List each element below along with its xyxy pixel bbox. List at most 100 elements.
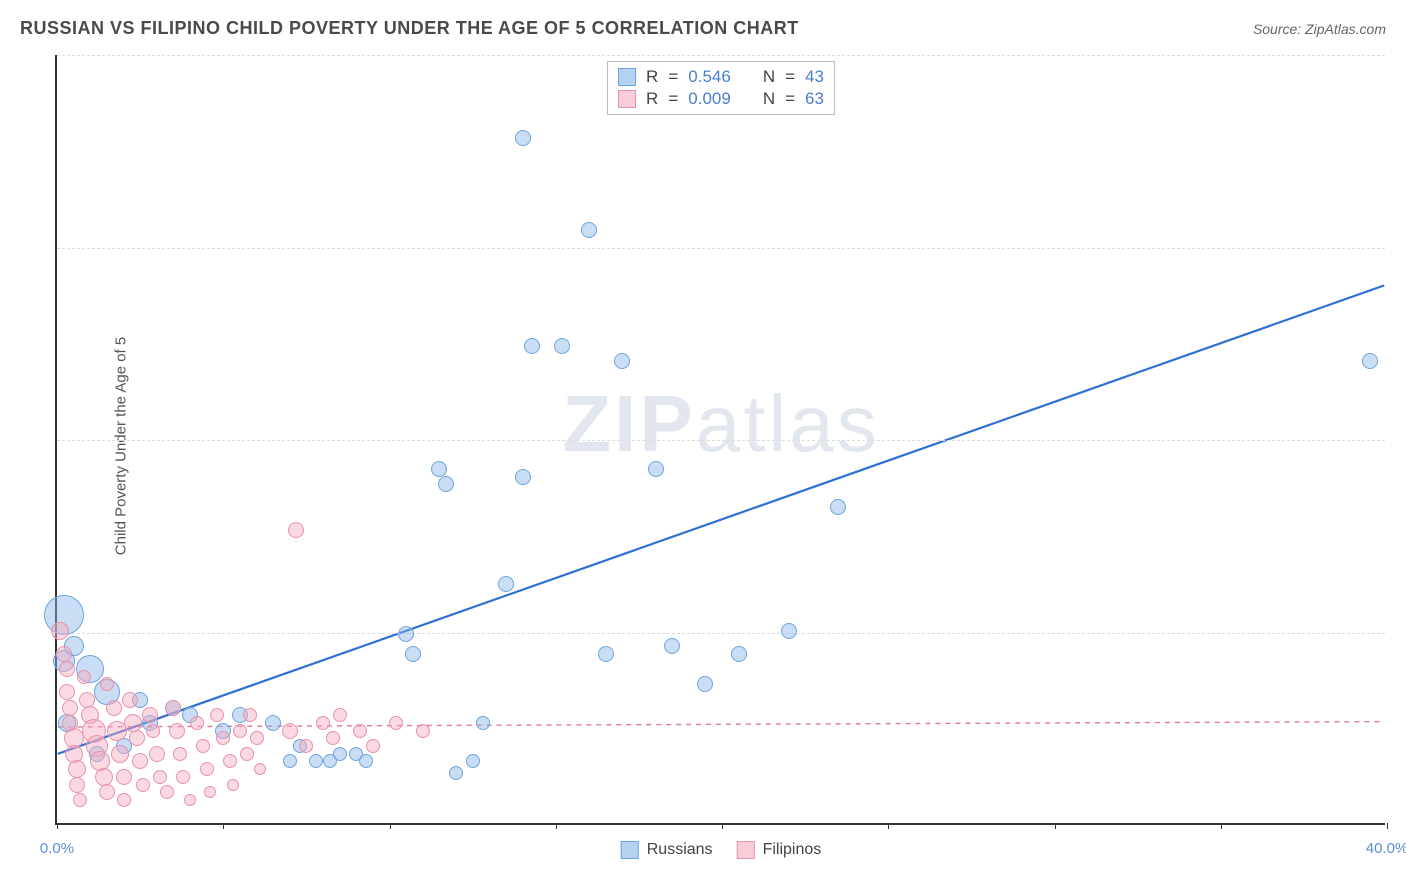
data-point-russians xyxy=(476,716,490,730)
data-point-filipinos xyxy=(243,708,257,722)
data-point-russians xyxy=(265,715,281,731)
data-point-filipinos xyxy=(59,661,75,677)
data-point-filipinos xyxy=(59,684,75,700)
data-point-filipinos xyxy=(68,760,86,778)
stat-n-value-filipinos: 63 xyxy=(805,89,824,109)
data-point-filipinos xyxy=(190,716,204,730)
data-point-filipinos xyxy=(333,708,347,722)
data-point-russians xyxy=(1362,353,1378,369)
x-tick-mark xyxy=(57,823,58,829)
stat-r-label: R xyxy=(646,89,658,109)
trendlines-layer xyxy=(57,55,1385,823)
legend-item-filipinos: Filipinos xyxy=(737,841,822,859)
trendline-russians xyxy=(58,285,1385,753)
data-point-russians xyxy=(438,476,454,492)
gridline-h xyxy=(57,248,1385,249)
data-point-filipinos xyxy=(73,793,87,807)
data-point-filipinos xyxy=(282,723,298,739)
data-point-filipinos xyxy=(149,746,165,762)
data-point-filipinos xyxy=(184,794,196,806)
data-point-filipinos xyxy=(99,784,115,800)
data-point-filipinos xyxy=(165,700,181,716)
source-attribution: Source: ZipAtlas.com xyxy=(1253,21,1386,37)
swatch-russians-icon xyxy=(621,841,639,859)
header: RUSSIAN VS FILIPINO CHILD POVERTY UNDER … xyxy=(20,18,1386,39)
equals-sign: = xyxy=(785,67,795,87)
data-point-russians xyxy=(648,461,664,477)
legend-label-russians: Russians xyxy=(647,841,713,859)
chart-title: RUSSIAN VS FILIPINO CHILD POVERTY UNDER … xyxy=(20,18,799,39)
x-tick-mark xyxy=(888,823,889,829)
data-point-russians xyxy=(581,222,597,238)
x-tick-mark xyxy=(390,823,391,829)
data-point-filipinos xyxy=(146,724,160,738)
data-point-filipinos xyxy=(77,670,91,684)
data-point-filipinos xyxy=(111,745,129,763)
equals-sign: = xyxy=(668,89,678,109)
data-point-russians xyxy=(598,646,614,662)
data-point-filipinos xyxy=(79,692,95,708)
stat-n-label: N xyxy=(763,67,775,87)
data-point-filipinos xyxy=(117,793,131,807)
data-point-filipinos xyxy=(233,724,247,738)
data-point-russians xyxy=(830,499,846,515)
stat-n-value-russians: 43 xyxy=(805,67,824,87)
data-point-filipinos xyxy=(100,677,114,691)
x-tick-label: 0.0% xyxy=(40,840,74,857)
data-point-russians xyxy=(524,338,540,354)
data-point-filipinos xyxy=(288,522,304,538)
data-point-russians xyxy=(664,638,680,654)
gridline-h xyxy=(57,633,1385,634)
stat-r-value-russians: 0.546 xyxy=(688,67,731,87)
watermark-zip: ZIP xyxy=(562,379,695,468)
legend-stats-row-russians: R = 0.546 N = 43 xyxy=(618,66,824,88)
swatch-filipinos-icon xyxy=(618,90,636,108)
watermark-atlas: atlas xyxy=(696,379,880,468)
x-tick-mark xyxy=(556,823,557,829)
stat-r-label: R xyxy=(646,67,658,87)
gridline-h xyxy=(57,55,1385,56)
data-point-russians xyxy=(466,754,480,768)
data-point-filipinos xyxy=(216,731,230,745)
data-point-filipinos xyxy=(416,724,430,738)
data-point-filipinos xyxy=(366,739,380,753)
data-point-filipinos xyxy=(136,778,150,792)
data-point-filipinos xyxy=(132,753,148,769)
x-tick-mark xyxy=(1387,823,1388,829)
x-tick-mark xyxy=(722,823,723,829)
data-point-russians xyxy=(431,461,447,477)
data-point-filipinos xyxy=(106,700,122,716)
data-point-russians xyxy=(359,754,373,768)
data-point-filipinos xyxy=(56,646,72,662)
data-point-russians xyxy=(614,353,630,369)
swatch-filipinos-icon xyxy=(737,841,755,859)
x-tick-mark xyxy=(1055,823,1056,829)
data-point-filipinos xyxy=(160,785,174,799)
data-point-russians xyxy=(731,646,747,662)
data-point-filipinos xyxy=(353,724,367,738)
data-point-russians xyxy=(515,469,531,485)
data-point-filipinos xyxy=(250,731,264,745)
data-point-filipinos xyxy=(254,763,266,775)
data-point-russians xyxy=(333,747,347,761)
legend-stats-row-filipinos: R = 0.009 N = 63 xyxy=(618,88,824,110)
data-point-filipinos xyxy=(389,716,403,730)
data-point-russians xyxy=(781,623,797,639)
stat-r-value-filipinos: 0.009 xyxy=(688,89,731,109)
trendline-filipinos xyxy=(58,722,1385,727)
data-point-filipinos xyxy=(69,777,85,793)
watermark: ZIPatlas xyxy=(562,378,879,470)
data-point-filipinos xyxy=(223,754,237,768)
data-point-filipinos xyxy=(116,769,132,785)
data-point-filipinos xyxy=(129,730,145,746)
data-point-filipinos xyxy=(124,714,142,732)
data-point-filipinos xyxy=(176,770,190,784)
data-point-russians xyxy=(405,646,421,662)
data-point-filipinos xyxy=(62,700,78,716)
data-point-filipinos xyxy=(227,779,239,791)
data-point-filipinos xyxy=(95,768,113,786)
equals-sign: = xyxy=(668,67,678,87)
swatch-russians-icon xyxy=(618,68,636,86)
legend-series: Russians Filipinos xyxy=(621,841,822,859)
data-point-russians xyxy=(283,754,297,768)
